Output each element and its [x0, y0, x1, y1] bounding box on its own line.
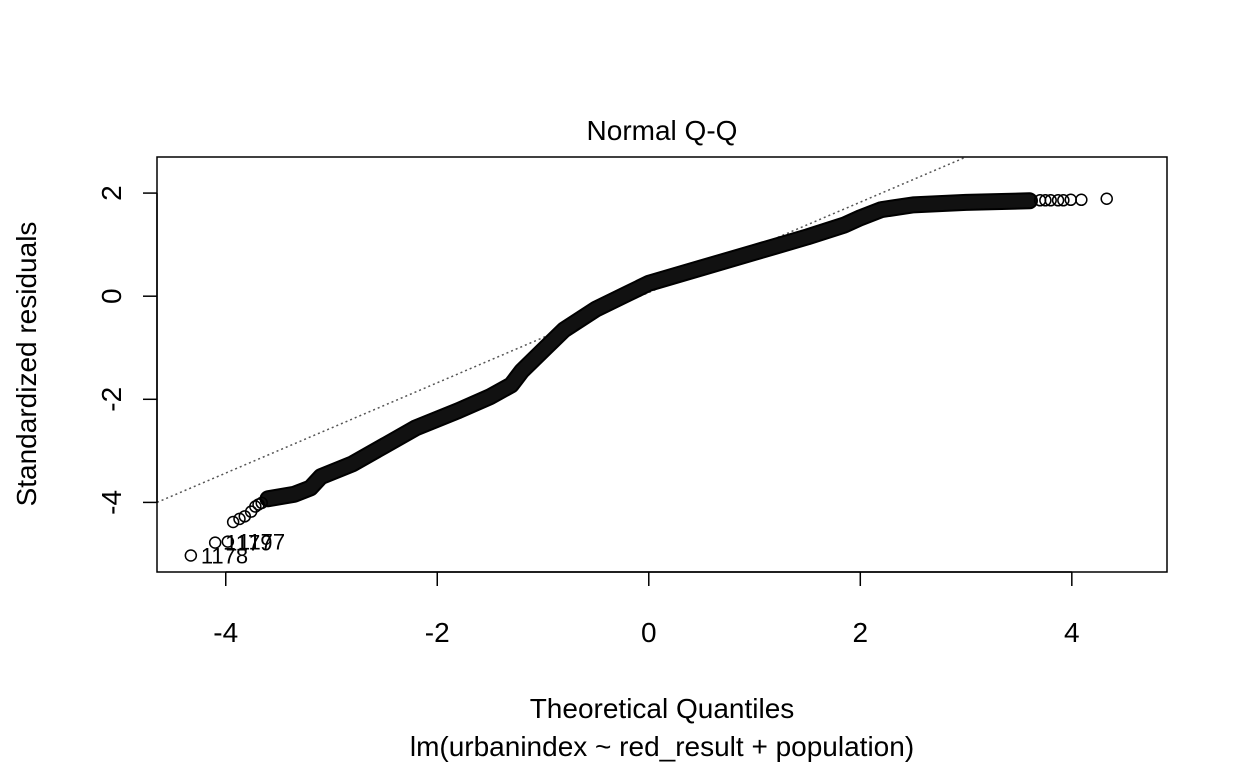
qq-point	[1044, 194, 1057, 207]
qq-point	[1039, 194, 1052, 207]
plot-frame	[156, 156, 1168, 573]
qq-point	[1057, 194, 1070, 207]
qq-point	[1064, 193, 1078, 207]
qq-point	[238, 510, 252, 523]
qq-point	[184, 549, 198, 562]
qq-point	[249, 500, 262, 513]
y-tick-label: 0	[96, 288, 127, 304]
chart-title: Normal Q-Q	[587, 115, 738, 146]
qq-point	[208, 536, 222, 549]
qq-point-band-core	[261, 194, 1036, 506]
x-axis: -4 -2 0 2 4	[213, 571, 1080, 648]
x-tick-label: -4	[213, 617, 238, 648]
y-tick-label: 2	[96, 185, 127, 201]
qq-point-label: 1178	[201, 544, 248, 569]
qq-point	[1075, 193, 1088, 207]
y-axis-label: Standardized residuals	[11, 222, 42, 507]
qq-point	[255, 496, 268, 510]
x-axis-label: Theoretical Quantiles	[530, 693, 795, 724]
x-tick-label: -2	[425, 617, 450, 648]
y-axis: -4 -2 0 2	[96, 185, 158, 515]
qq-point-label: 1179	[225, 531, 272, 556]
x-tick-label: 4	[1064, 617, 1080, 648]
y-tick-label: -2	[96, 387, 127, 412]
x-tick-label: 0	[641, 617, 657, 648]
qq-point-label: 1177	[238, 530, 285, 555]
qq-point	[226, 515, 240, 529]
qq-point	[1051, 194, 1065, 207]
qq-point	[221, 535, 235, 548]
qq-reference-line	[157, 157, 967, 504]
qq-point	[1100, 192, 1113, 206]
y-tick-label: -4	[96, 490, 127, 515]
x-tick-label: 2	[853, 617, 869, 648]
x-axis-subtitle: lm(urbanindex ~ red_result + population)	[410, 731, 914, 762]
